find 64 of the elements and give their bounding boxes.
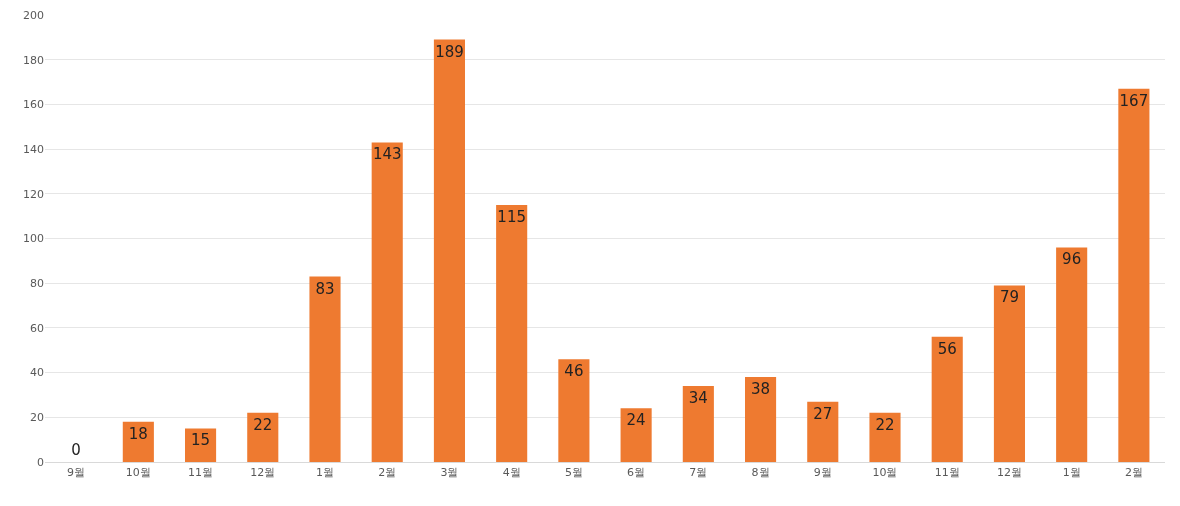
bar <box>247 412 279 462</box>
x-tick-label: 2월 <box>1124 466 1143 480</box>
bar <box>682 386 714 462</box>
y-tick-label: 0 <box>37 455 44 469</box>
data-label: 18 <box>128 424 148 443</box>
data-label: 143 <box>372 145 402 164</box>
y-tick-label: 60 <box>30 321 44 335</box>
data-label: 96 <box>1062 250 1082 269</box>
bar <box>309 276 341 462</box>
x-tick-label: 11월 <box>188 466 214 480</box>
x-tick-label: 1월 <box>1062 466 1081 480</box>
x-tick-label: 7월 <box>689 466 708 480</box>
x-tick-label: 9월 <box>813 466 832 480</box>
bar <box>1118 88 1150 462</box>
x-tick-label: 12월 <box>996 466 1022 480</box>
x-tick-label: 1월 <box>316 466 334 480</box>
x-tick-label: 6월 <box>627 466 646 480</box>
y-tick-label: 160 <box>23 98 44 112</box>
y-tick-label: 80 <box>30 277 44 291</box>
bar <box>371 142 403 462</box>
x-tick-label: 10월 <box>872 466 898 480</box>
y-tick-label: 140 <box>23 142 44 156</box>
bar <box>807 401 839 462</box>
data-label: 79 <box>999 288 1019 307</box>
x-tick-label: 12월 <box>250 466 276 480</box>
x-tick-label: 9월 <box>67 466 86 480</box>
x-tick-label: 2월 <box>378 466 397 480</box>
data-label: 0 <box>71 441 81 459</box>
x-tick-label: 5월 <box>564 466 583 480</box>
data-label: 83 <box>315 279 335 298</box>
data-label: 115 <box>497 207 526 226</box>
data-label: 15 <box>191 431 211 450</box>
bar <box>433 39 465 462</box>
data-label: 22 <box>875 415 895 434</box>
x-tick-label: 3월 <box>440 466 459 480</box>
y-tick-label: 180 <box>23 53 44 67</box>
data-label: 189 <box>435 42 464 61</box>
x-tick-label: 10월 <box>125 466 151 480</box>
data-label: 46 <box>564 362 584 381</box>
bar <box>869 412 901 462</box>
y-tick-label: 40 <box>30 366 44 380</box>
bar <box>931 336 963 462</box>
x-tick-label: 11월 <box>934 466 960 480</box>
bar <box>185 428 217 462</box>
bar <box>993 285 1025 462</box>
bar <box>1056 247 1088 462</box>
bar <box>620 408 652 462</box>
data-label: 167 <box>1119 91 1149 110</box>
y-tick-label: 200 <box>23 8 44 22</box>
data-label: 22 <box>253 415 273 434</box>
data-label: 24 <box>626 411 646 430</box>
bar <box>496 204 528 462</box>
data-label: 27 <box>813 404 833 423</box>
bar <box>745 377 777 462</box>
bar <box>558 359 590 462</box>
data-label: 56 <box>937 339 957 358</box>
data-label: 38 <box>751 380 771 399</box>
y-tick-label: 20 <box>30 411 44 425</box>
y-tick-label: 120 <box>23 187 44 201</box>
x-tick-label: 4월 <box>502 466 521 480</box>
bar <box>122 421 154 462</box>
y-tick-label: 100 <box>23 232 44 246</box>
x-tick-label: 8월 <box>751 466 770 480</box>
data-label: 34 <box>688 389 708 408</box>
